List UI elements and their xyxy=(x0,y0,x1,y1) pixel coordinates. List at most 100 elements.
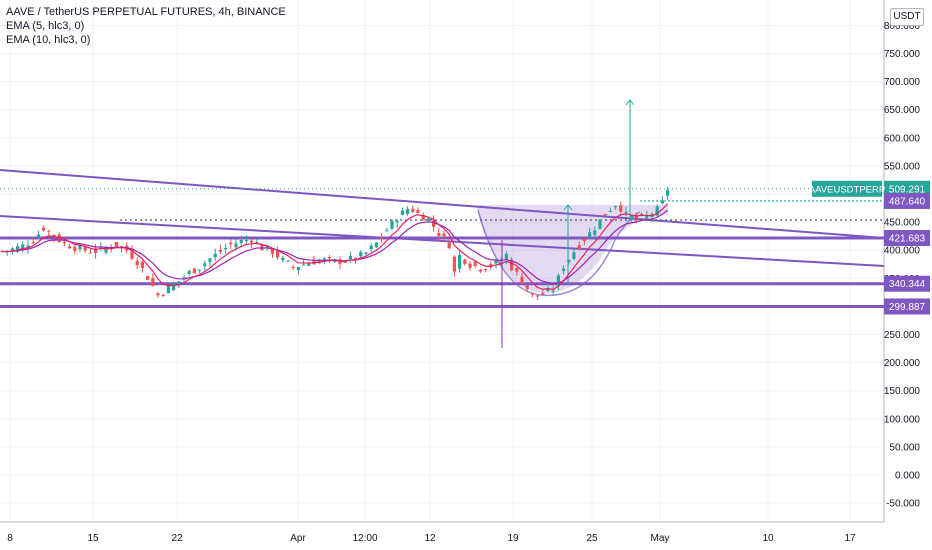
candle xyxy=(36,230,40,239)
price-label-text: 509.291 xyxy=(889,184,926,195)
grid-lines xyxy=(0,0,884,522)
candle-body xyxy=(572,252,576,259)
candle xyxy=(588,227,592,239)
price-label-box xyxy=(884,298,930,315)
candle xyxy=(218,244,222,254)
candle-body xyxy=(0,250,4,252)
candle xyxy=(166,285,170,294)
candle xyxy=(603,213,607,216)
x-tick-label: 8 xyxy=(7,533,13,544)
x-tick-label: 15 xyxy=(87,533,99,544)
candle xyxy=(172,281,176,291)
candle-body xyxy=(395,221,399,223)
y-tick-label: 700.000 xyxy=(884,77,921,88)
symbol-price-tag: AAVEUSDTPERP xyxy=(809,180,885,197)
candle-body xyxy=(229,242,233,245)
candle-body xyxy=(510,259,514,271)
candle xyxy=(385,227,389,232)
currency-unit-button[interactable]: USDT xyxy=(890,8,924,26)
candle xyxy=(515,267,519,276)
candle xyxy=(624,206,628,217)
candle-body xyxy=(234,243,238,248)
candle xyxy=(499,257,503,267)
candle-body xyxy=(135,260,139,266)
candle-body xyxy=(380,237,384,239)
y-tick-label: 250.000 xyxy=(884,330,921,341)
candle xyxy=(629,214,633,222)
candle xyxy=(151,273,155,287)
candle xyxy=(26,240,30,254)
candle-body xyxy=(603,213,607,216)
candle xyxy=(364,251,368,257)
x-tick-label: 17 xyxy=(844,533,856,544)
candle-body xyxy=(177,281,181,284)
candle-body xyxy=(411,208,415,212)
candle-body xyxy=(530,292,534,295)
candle-body xyxy=(551,291,555,293)
candle-body xyxy=(348,255,352,259)
candle xyxy=(660,196,664,205)
candle-body xyxy=(598,219,602,229)
candle xyxy=(234,237,238,251)
candle-body xyxy=(354,258,358,260)
candle-body xyxy=(73,246,77,251)
symbol-title[interactable]: AAVE / TetherUS PERPETUAL FUTURES, 4h, B… xyxy=(6,6,286,18)
candle xyxy=(73,243,77,255)
candle-body xyxy=(515,268,519,272)
candle-body xyxy=(47,230,51,232)
candle xyxy=(608,207,612,213)
candle-body xyxy=(213,253,217,258)
candle-body xyxy=(203,263,207,267)
y-tick-label: 200.000 xyxy=(884,358,921,369)
candle-body xyxy=(478,269,482,272)
candle-body xyxy=(343,261,347,263)
candle xyxy=(161,293,165,297)
candle-body xyxy=(463,259,467,264)
y-tick-label: 50.000 xyxy=(889,442,920,453)
candle-body xyxy=(281,257,285,261)
candle-body xyxy=(42,227,46,231)
candle-body xyxy=(322,258,326,261)
candle-body xyxy=(442,233,446,237)
candle xyxy=(447,239,451,249)
candle xyxy=(374,242,378,249)
candle xyxy=(47,229,51,236)
price-label-box xyxy=(884,230,930,247)
candle xyxy=(135,256,139,270)
candle-body xyxy=(614,206,618,208)
candle-body xyxy=(276,249,280,258)
candle-body xyxy=(146,276,150,280)
x-tick-label: 19 xyxy=(507,533,519,544)
candle-body xyxy=(198,269,202,271)
candle-body xyxy=(130,250,134,259)
candle xyxy=(567,259,571,265)
y-tick-label: 800.000 xyxy=(884,21,921,32)
y-tick-label: 650.000 xyxy=(884,105,921,116)
candle xyxy=(582,237,586,246)
candle-body xyxy=(187,270,191,275)
candle-body xyxy=(666,190,670,196)
y-tick-label: 450.000 xyxy=(884,218,921,229)
candle xyxy=(536,295,540,301)
candle xyxy=(411,205,415,213)
candle xyxy=(416,207,420,214)
candle-body xyxy=(624,211,628,213)
candle-body xyxy=(286,260,290,262)
candle xyxy=(291,264,295,271)
candle xyxy=(614,205,618,210)
candle-body xyxy=(224,247,228,249)
candle-body xyxy=(114,242,118,247)
candle-body xyxy=(458,255,462,269)
candle xyxy=(395,219,399,228)
candle-body xyxy=(208,258,212,262)
candle-body xyxy=(156,293,160,296)
candle-body xyxy=(660,200,664,204)
y-tick-label: 550.000 xyxy=(884,161,921,172)
candle-body xyxy=(26,245,30,249)
ema-10-legend[interactable]: EMA (10, hlc3, 0) xyxy=(6,34,91,46)
ema-5-line xyxy=(1,203,669,291)
ema-5-legend[interactable]: EMA (5, hlc3, 0) xyxy=(6,20,85,32)
candle xyxy=(551,286,555,296)
target-arrow-right xyxy=(625,99,635,215)
